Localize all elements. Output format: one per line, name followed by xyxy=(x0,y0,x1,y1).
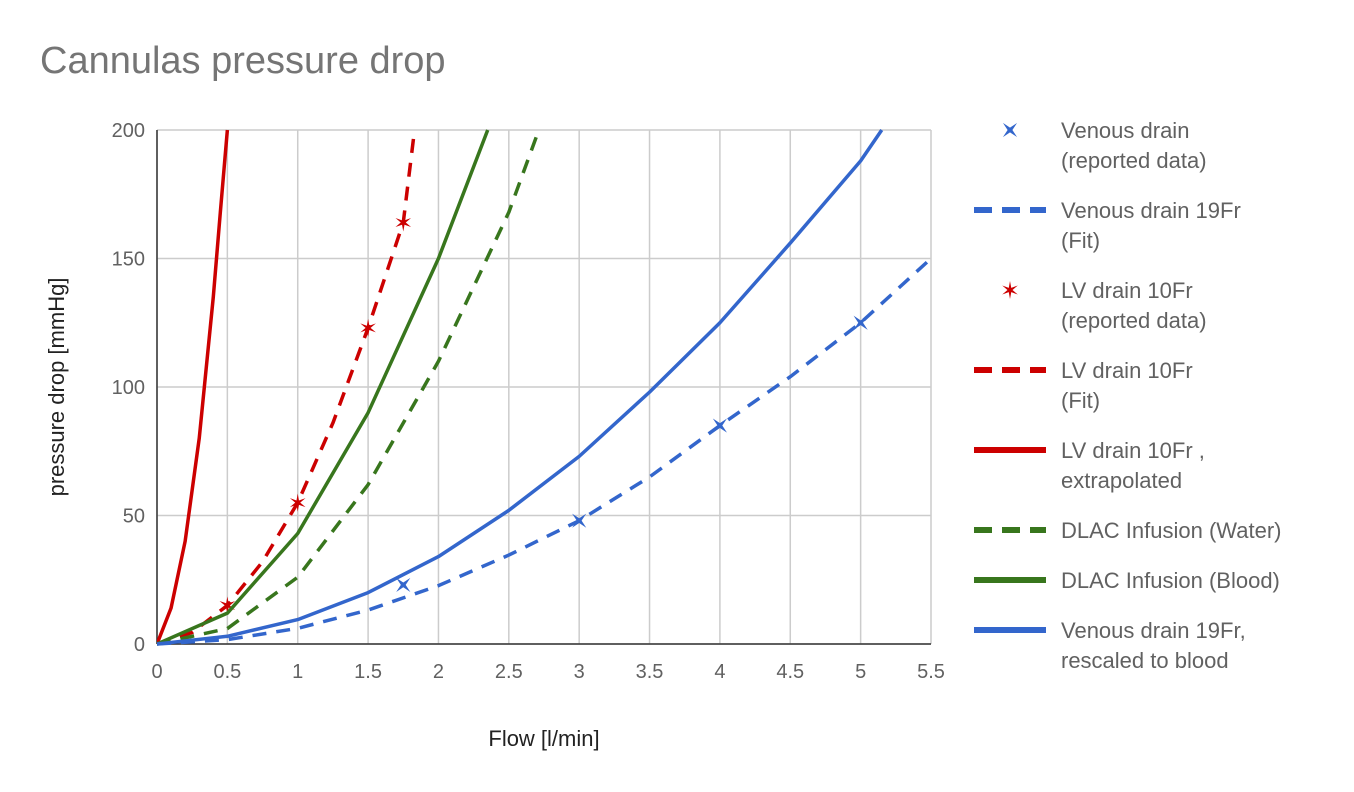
legend-label: (reported data) xyxy=(1061,148,1207,173)
axes xyxy=(156,130,931,645)
series-2 xyxy=(219,213,412,615)
legend-label: LV drain 10Fr xyxy=(1061,278,1193,303)
legend-item-5: DLAC Infusion (Water) xyxy=(974,518,1281,543)
x-tick-label: 3 xyxy=(574,661,585,683)
legend-label: LV drain 10Fr , xyxy=(1061,438,1205,463)
legend-label: (Fit) xyxy=(1061,388,1100,413)
legend-label: (reported data) xyxy=(1061,308,1207,333)
series-line xyxy=(157,129,884,646)
y-axis-title: pressure drop [mmHg] xyxy=(44,278,69,497)
legend-label: (Fit) xyxy=(1061,228,1100,253)
series-1 xyxy=(157,257,931,646)
legend-label: DLAC Infusion (Blood) xyxy=(1061,568,1280,593)
series-7 xyxy=(157,129,884,646)
legend-item-0: Venous drain (reported data) xyxy=(1002,118,1207,173)
data-point-marker xyxy=(289,493,306,512)
legend-item-3: LV drain 10Fr (Fit) xyxy=(974,358,1193,413)
legend-label: Venous drain xyxy=(1061,118,1189,143)
legend-label: Venous drain 19Fr xyxy=(1061,198,1241,223)
y-tick-label: 150 xyxy=(112,249,145,271)
chart-title: Cannulas pressure drop xyxy=(40,40,446,82)
data-point-marker xyxy=(396,577,411,592)
legend-item-2: LV drain 10Fr (reported data) xyxy=(1002,278,1207,333)
x-tick-label: 1 xyxy=(292,661,303,683)
legend: Venous drain (reported data) Venous drain … xyxy=(974,118,1281,673)
x-tick-label: 4 xyxy=(714,661,725,683)
y-tick-label: 50 xyxy=(123,506,145,528)
x-tick-label: 2.5 xyxy=(495,661,523,683)
y-tick-label: 0 xyxy=(134,634,145,656)
y-tick-label: 200 xyxy=(112,120,145,142)
legend-label: extrapolated xyxy=(1061,468,1182,493)
series-line xyxy=(157,134,539,646)
legend-item-7: Venous drain 19Fr, rescaled to blood xyxy=(974,618,1246,673)
legend-label: rescaled to blood xyxy=(1061,648,1229,673)
legend-marker xyxy=(1002,281,1018,299)
legend-item-1: Venous drain 19Fr (Fit) xyxy=(974,198,1241,253)
series-6 xyxy=(157,129,490,646)
series-line xyxy=(157,129,230,645)
y-tick-label: 100 xyxy=(112,377,145,399)
grid xyxy=(156,129,932,645)
x-tick-label: 0 xyxy=(151,661,162,683)
series-4 xyxy=(157,129,230,645)
x-tick-label: 2 xyxy=(433,661,444,683)
x-axis-title: Flow [l/min] xyxy=(488,726,599,751)
x-tick-label: 5.5 xyxy=(917,661,945,683)
legend-label: DLAC Infusion (Water) xyxy=(1061,518,1281,543)
series-line xyxy=(157,257,931,646)
series-5 xyxy=(157,134,539,646)
legend-marker xyxy=(1002,122,1018,138)
series-line xyxy=(157,129,490,646)
x-tick-label: 4.5 xyxy=(776,661,804,683)
series-layer xyxy=(157,129,931,646)
y-tick-labels: 0 50 100 150 200 xyxy=(112,120,145,656)
legend-label: Venous drain 19Fr, xyxy=(1061,618,1246,643)
legend-label: LV drain 10Fr xyxy=(1061,358,1193,383)
legend-item-6: DLAC Infusion (Blood) xyxy=(974,568,1280,593)
x-tick-label: 3.5 xyxy=(636,661,664,683)
x-tick-label: 0.5 xyxy=(213,661,241,683)
x-tick-label: 1.5 xyxy=(354,661,382,683)
legend-item-4: LV drain 10Fr , extrapolated xyxy=(974,438,1205,493)
x-tick-label: 5 xyxy=(855,661,866,683)
series-0 xyxy=(396,315,868,592)
x-tick-labels: 0 0.5 1 1.5 2 2.5 3 3.5 4 4.5 5 5.5 xyxy=(151,661,944,683)
